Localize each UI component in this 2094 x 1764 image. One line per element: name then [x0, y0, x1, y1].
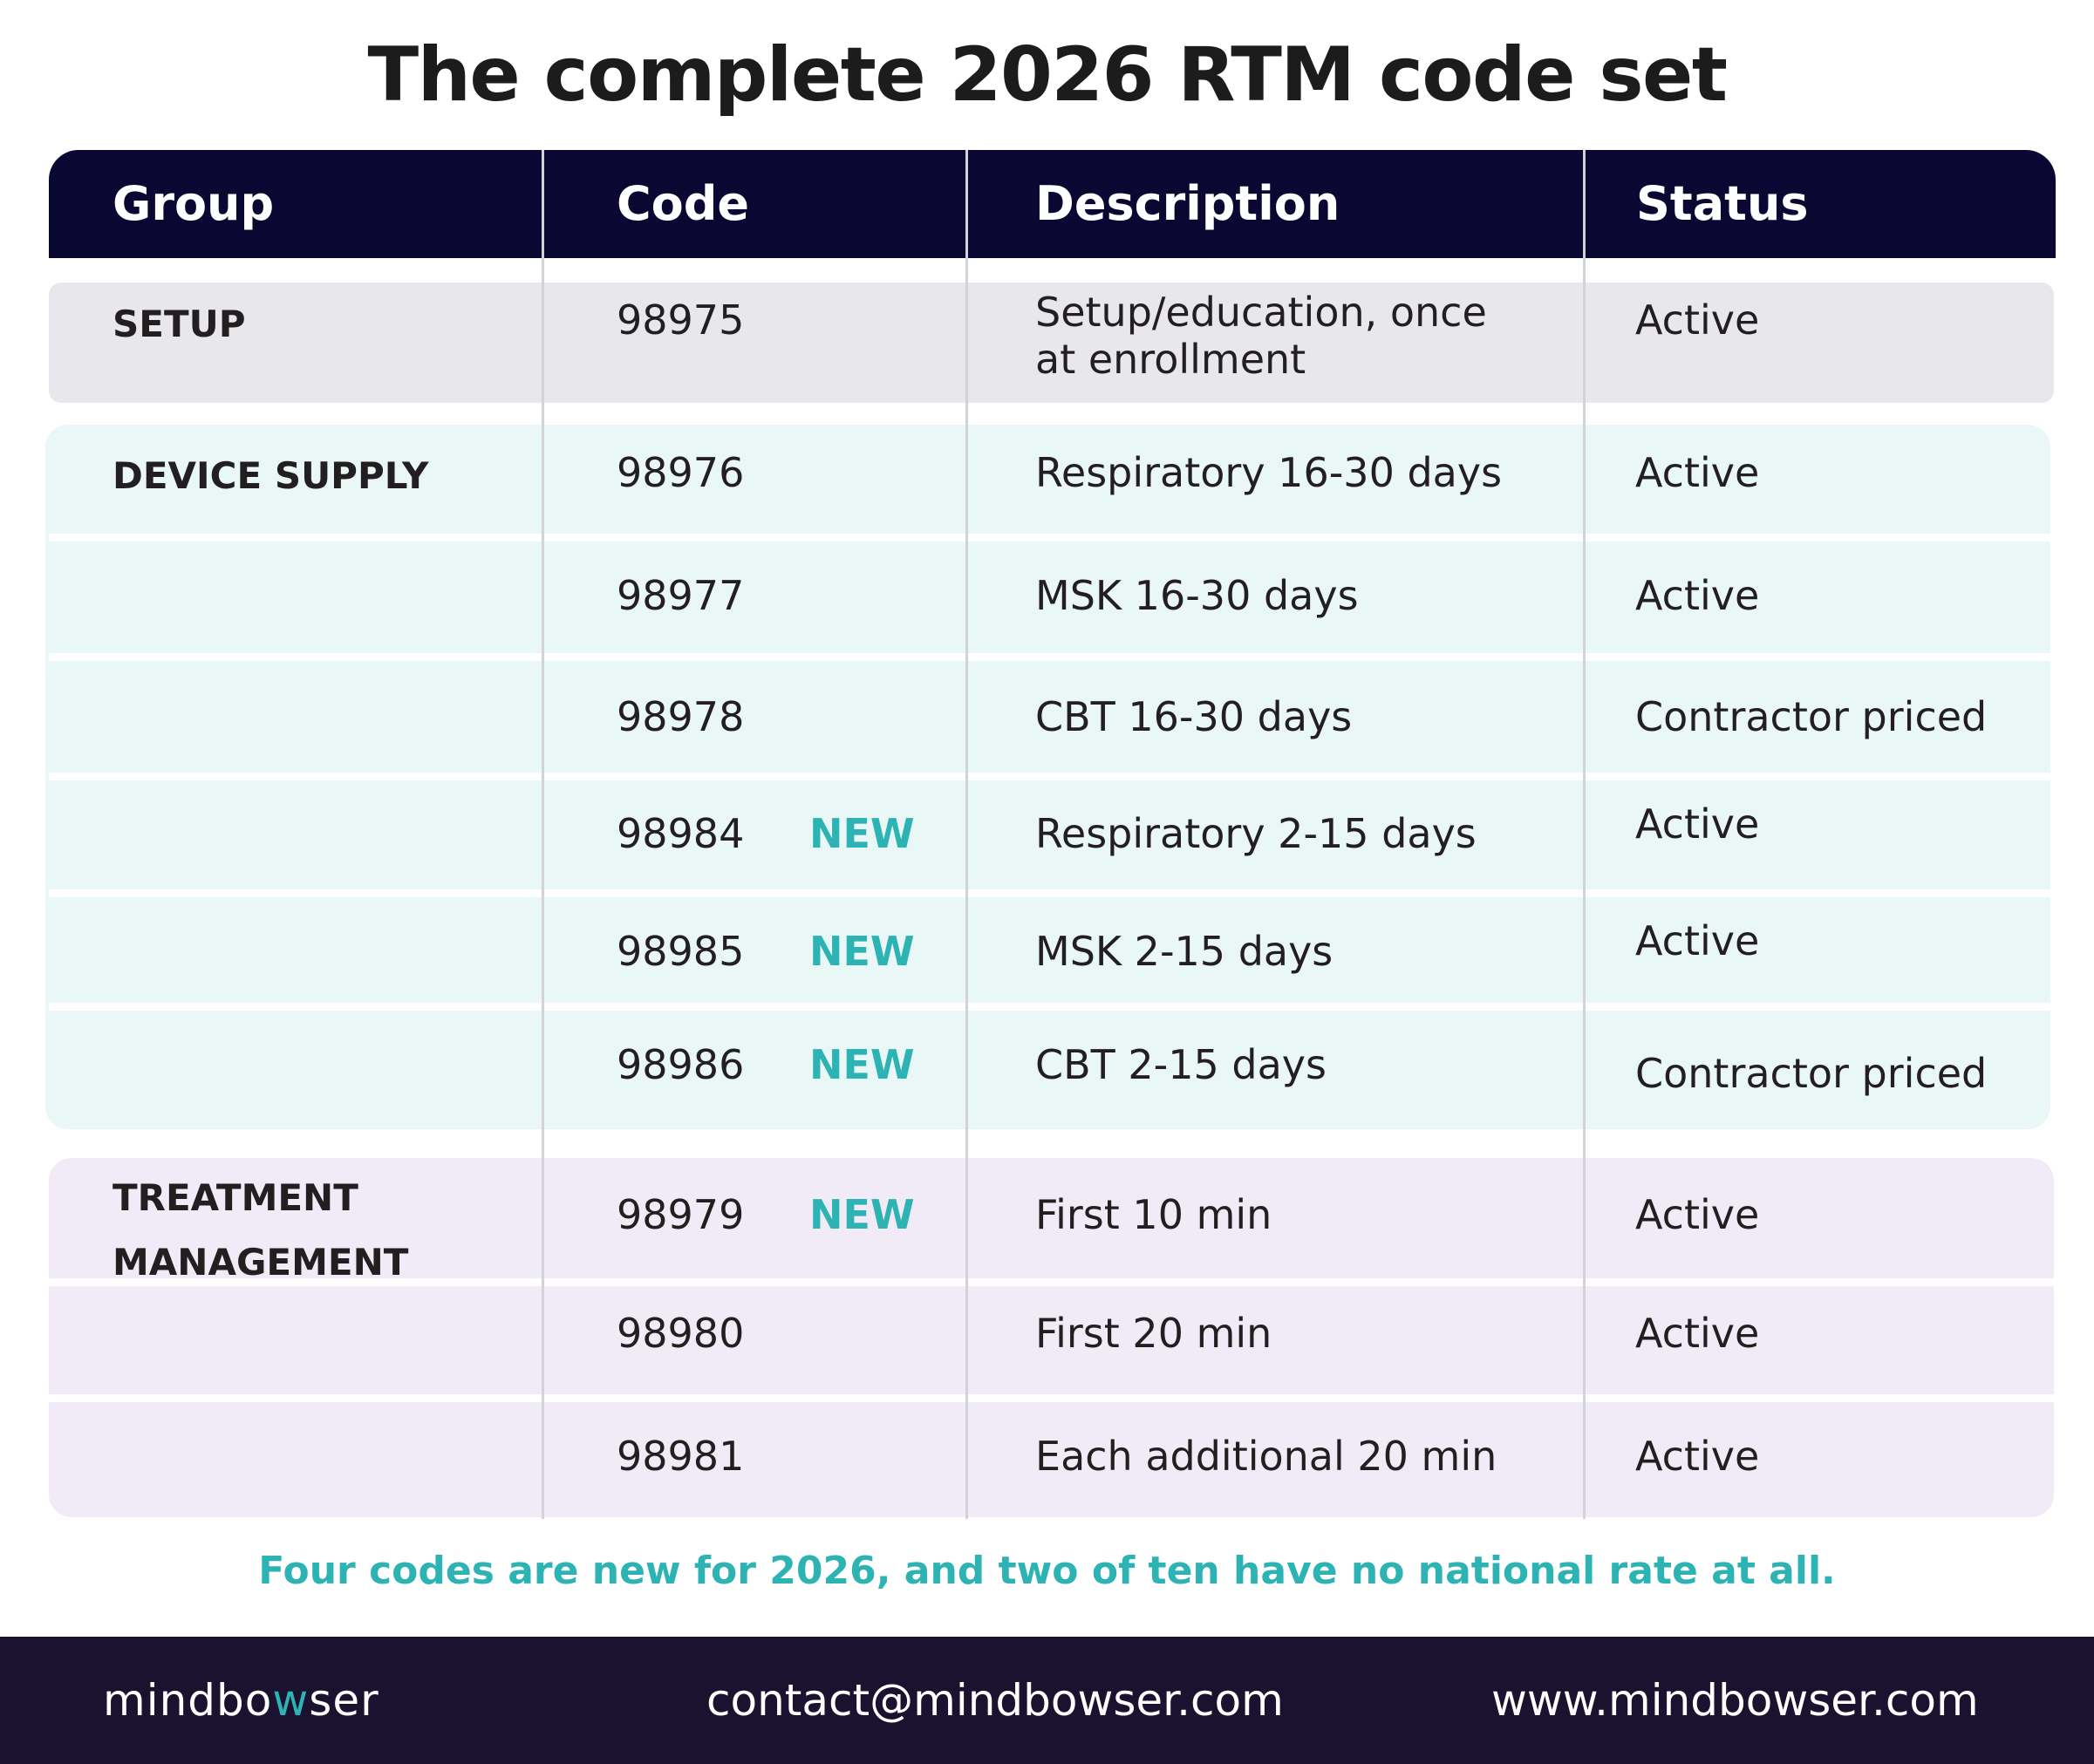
- header-description: Description: [1035, 176, 1340, 231]
- group-band-treatment-management: [49, 1158, 2054, 1517]
- column-divider: [1583, 150, 1586, 1519]
- row-divider: [49, 889, 2056, 897]
- code-cell: 98984: [617, 810, 745, 857]
- code-cell: 98975: [617, 296, 745, 344]
- code-cell: 98985: [617, 928, 745, 975]
- code-cell: 98976: [617, 449, 745, 496]
- status-cell: Active: [1635, 1191, 1760, 1238]
- description-cell: MSK 16-30 days: [1035, 572, 1359, 619]
- code-cell: 98978: [617, 693, 745, 740]
- header-status: Status: [1636, 176, 1809, 231]
- description-cell: CBT 2-15 days: [1035, 1041, 1327, 1088]
- description-cell: First 20 min: [1035, 1310, 1272, 1357]
- header-code: Code: [617, 176, 750, 231]
- code-cell: 98986: [617, 1041, 745, 1088]
- logo-text-end: ser: [309, 1675, 379, 1726]
- row-divider: [49, 773, 2056, 780]
- column-divider: [965, 150, 968, 1519]
- mindbowser-logo: mindbowser: [103, 1637, 379, 1764]
- new-badge: NEW: [809, 1041, 915, 1088]
- header-group: Group: [113, 176, 275, 231]
- code-cell: 98977: [617, 572, 745, 619]
- column-divider: [542, 150, 544, 1519]
- code-cell: 98981: [617, 1433, 745, 1480]
- status-cell: Active: [1635, 800, 1760, 848]
- status-cell: Active: [1635, 296, 1760, 344]
- code-cell: 98979: [617, 1191, 745, 1238]
- description-cell: First 10 min: [1035, 1191, 1272, 1238]
- code-cell: 98980: [617, 1310, 745, 1357]
- logo-text-start: mindbo: [103, 1675, 273, 1726]
- status-cell: Active: [1635, 1433, 1760, 1480]
- status-cell: Active: [1635, 1310, 1760, 1357]
- new-badge: NEW: [809, 810, 915, 857]
- status-cell: Active: [1635, 572, 1760, 619]
- contact-email-link[interactable]: contact@mindbowser.com: [706, 1675, 1284, 1726]
- description-cell: CBT 16-30 days: [1035, 693, 1353, 740]
- description-cell: Each additional 20 min: [1035, 1433, 1497, 1480]
- status-cell: Active: [1635, 917, 1760, 964]
- group-label-treatment-management-line1: TREATMENT: [113, 1176, 358, 1219]
- table-header: Group Code Description Status: [49, 150, 2056, 258]
- row-divider: [49, 534, 2056, 541]
- page-title: The complete 2026 RTM code set: [367, 31, 1728, 119]
- description-cell: Respiratory 2-15 days: [1035, 810, 1477, 857]
- footer: mindbowser contact@mindbowser.com www.mi…: [0, 1637, 2094, 1764]
- logo-text-accent: w: [272, 1675, 310, 1726]
- description-cell: Setup/education, once: [1035, 289, 1487, 336]
- new-badge: NEW: [809, 1191, 915, 1238]
- row-divider: [49, 653, 2056, 661]
- status-cell: Contractor priced: [1635, 1050, 1988, 1097]
- status-cell: Contractor priced: [1635, 693, 1988, 740]
- description-cell-line2: at enrollment: [1035, 336, 1306, 383]
- row-divider: [49, 1003, 2056, 1011]
- description-cell: Respiratory 16-30 days: [1035, 449, 1503, 496]
- group-band-setup: [49, 283, 2054, 403]
- website-link[interactable]: www.mindbowser.com: [1491, 1675, 1979, 1726]
- row-divider: [49, 1278, 2056, 1286]
- description-cell: MSK 2-15 days: [1035, 928, 1333, 975]
- row-divider: [49, 1394, 2056, 1402]
- group-label-device-supply: DEVICE SUPPLY: [113, 454, 429, 497]
- status-cell: Active: [1635, 449, 1760, 496]
- tagline: Four codes are new for 2026, and two of …: [258, 1549, 1836, 1593]
- group-label-setup: SETUP: [113, 303, 246, 345]
- group-label-treatment-management-line2: MANAGEMENT: [113, 1241, 409, 1284]
- new-badge: NEW: [809, 928, 915, 975]
